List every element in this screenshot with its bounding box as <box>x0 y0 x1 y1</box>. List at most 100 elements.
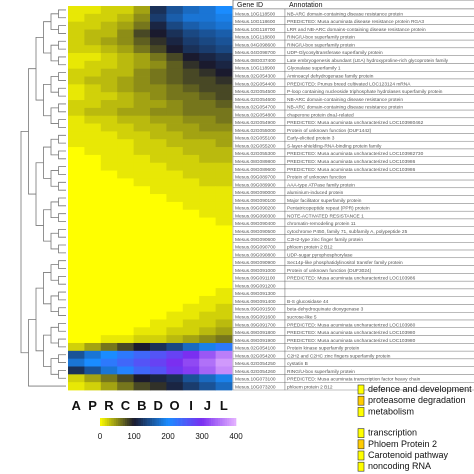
dendrogram-branch <box>58 197 66 207</box>
dendrogram-branch <box>58 134 66 144</box>
heatmap-cell <box>150 194 167 203</box>
heatmap-cell <box>84 186 102 195</box>
heatmap-cell <box>166 53 184 62</box>
heatmap-cell <box>182 256 200 266</box>
heatmap-cell <box>133 178 151 187</box>
heatmap-cell <box>68 170 85 179</box>
annotation-text: PREDICTED: Musa acuminata uncharacterize… <box>287 322 416 328</box>
gene-id-text: Mesus.09G091700 <box>235 322 276 328</box>
heatmap-cell <box>133 233 151 242</box>
heatmap-cell <box>199 233 216 242</box>
color-scale-segment <box>161 418 164 426</box>
color-scale-segment <box>177 418 180 426</box>
heatmap-cell <box>100 45 118 54</box>
annotation-text: Sec14p-like phosphatidylinositol transfe… <box>287 260 403 266</box>
heatmap-cell <box>133 84 151 93</box>
heatmap-cell <box>215 92 233 101</box>
heatmap-cell <box>68 76 85 85</box>
heatmap-cell <box>117 194 134 203</box>
column-label: C <box>121 398 131 413</box>
heatmap-cell <box>166 131 184 140</box>
heatmap-cell <box>182 131 200 140</box>
heatmap-cell <box>150 319 167 328</box>
heatmap-cell <box>199 107 216 117</box>
heatmap-cell <box>150 60 167 70</box>
heatmap-cell <box>150 201 167 211</box>
annotation-text: UDP-Glycosyltransferase superfamily prot… <box>287 50 383 56</box>
heatmap-cell <box>117 248 134 258</box>
annotation-text: cytochrome P450, family 71, subfamily A,… <box>287 229 408 235</box>
heatmap-cell <box>100 311 118 320</box>
heatmap-cell <box>182 295 200 305</box>
dendrogram-branch <box>35 287 44 352</box>
heatmap-cell <box>100 280 118 289</box>
heatmap-cell <box>133 53 151 62</box>
gene-id-text: Mesus.09G090700 <box>235 245 276 251</box>
heatmap-cell <box>100 6 118 15</box>
heatmap-cell <box>166 335 184 344</box>
color-scale-segment <box>202 418 205 426</box>
heatmap-cell <box>150 186 167 195</box>
heatmap-cell <box>182 217 200 226</box>
heatmap-cell <box>84 209 102 218</box>
dendrogram-branch <box>50 170 59 187</box>
heatmap-cell <box>150 29 167 38</box>
heatmap-cell <box>133 37 151 46</box>
gene-id-text: Mesus.10G118900 <box>235 66 276 72</box>
heatmap-cell <box>199 248 216 258</box>
heatmap-cell <box>215 366 233 375</box>
annotation-text: Pentatricopeptide repeat (PPR) protein <box>287 206 370 212</box>
heatmap-cell <box>68 6 85 15</box>
heatmap-cell <box>117 241 134 250</box>
heatmap-cell <box>68 194 85 203</box>
heatmap-cell <box>182 350 200 360</box>
heatmap-cell <box>68 147 85 156</box>
color-scale-segment <box>138 418 142 426</box>
heatmap-cell <box>182 68 200 77</box>
dendrogram-branch <box>50 326 59 344</box>
heatmap-cell <box>84 295 102 305</box>
heatmap-cell <box>182 382 200 391</box>
dendrogram-branch <box>58 87 66 97</box>
heatmap-cell <box>133 241 151 250</box>
heatmap-cell <box>100 147 118 156</box>
dendrogram-branch <box>43 146 51 179</box>
annotation-text: PREDICTED: Musa acuminata uncharacterize… <box>287 159 416 165</box>
color-scale-segment <box>113 418 117 426</box>
gene-id-text: Mesus.09G091800 <box>235 330 276 336</box>
color-scale-segment <box>231 418 235 426</box>
dendrogram-branch <box>50 264 59 281</box>
heatmap-cell <box>150 311 167 320</box>
dendrogram-branch <box>28 319 66 387</box>
heatmap-cell <box>182 241 200 250</box>
heatmap-cell <box>117 100 134 109</box>
heatmap-cell <box>68 13 85 23</box>
dendrogram-branch <box>58 213 66 222</box>
heatmap-cell <box>84 178 102 187</box>
heatmap-cell <box>199 319 216 328</box>
legend-label: transcription <box>368 428 417 438</box>
heatmap-cell <box>100 327 118 336</box>
annotation-table: Gene ID Annotation Mesus.10G118500 NB-ARC d… <box>232 0 474 391</box>
heatmap-cell <box>199 217 216 226</box>
heatmap-cell <box>117 29 134 38</box>
heatmap-cell <box>68 123 85 132</box>
heatmap-cell <box>84 68 102 77</box>
heatmap-cell <box>100 209 118 218</box>
heatmap-cell <box>84 335 102 344</box>
heatmap-cell <box>150 303 167 313</box>
color-scale-segment <box>190 418 194 426</box>
color-scale-segment <box>183 418 187 426</box>
heatmap-cell <box>215 311 233 320</box>
heatmap-cell <box>133 264 151 273</box>
heatmap-cell <box>182 366 200 375</box>
heatmap-cell <box>133 209 151 218</box>
heatmap-cell <box>199 6 216 15</box>
annotation-text: PREDICTED: Musa acuminata transcription … <box>287 377 421 383</box>
heatmap-cell <box>215 295 233 305</box>
heatmap-cell <box>150 264 167 273</box>
heatmap-cell <box>182 115 200 124</box>
annotation-text: Early-elicited protein 3 <box>287 136 335 142</box>
